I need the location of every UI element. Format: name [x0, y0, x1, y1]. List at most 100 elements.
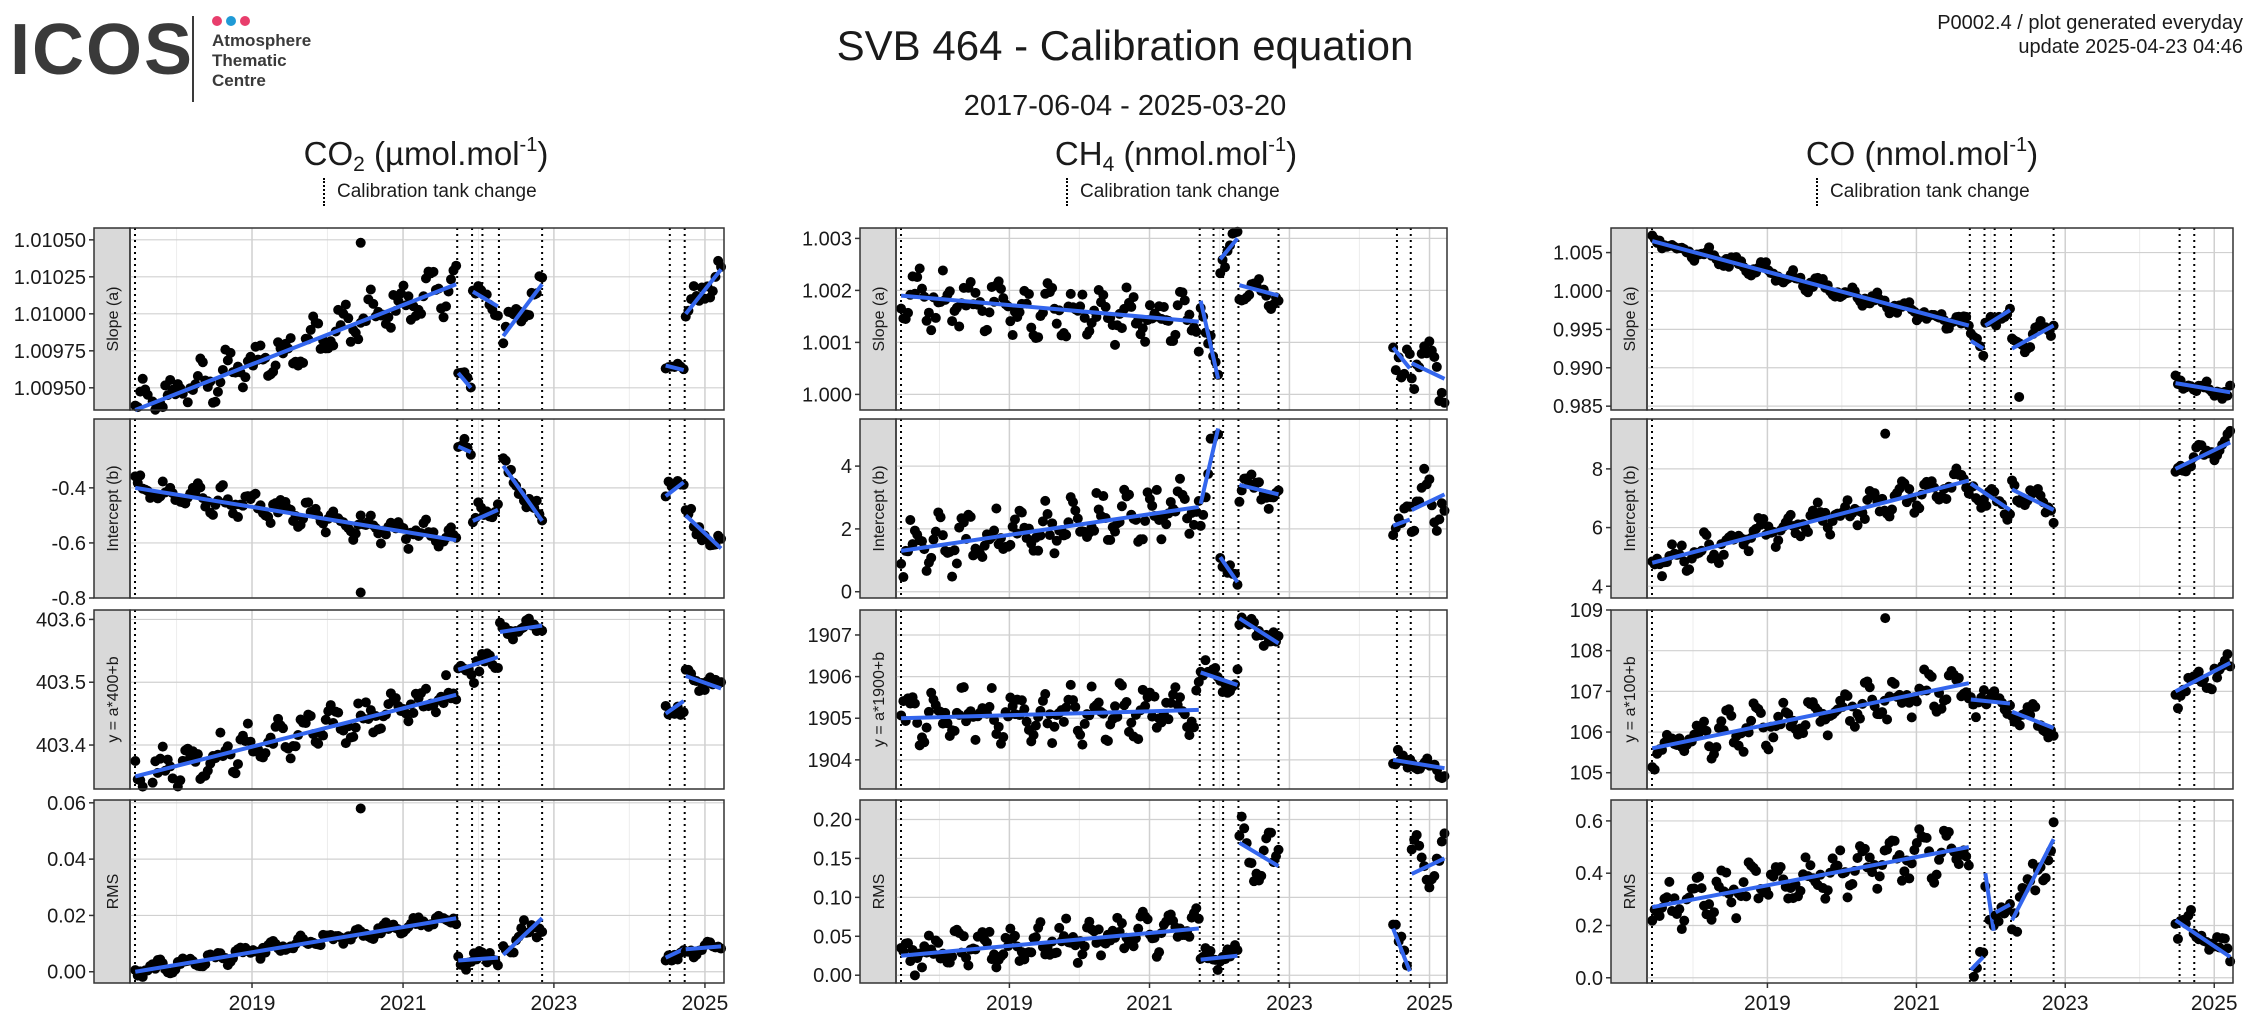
data-point: [1244, 289, 1255, 300]
data-point: [1000, 932, 1011, 943]
data-point: [1706, 914, 1717, 925]
data-point: [1822, 730, 1833, 741]
data-point: [1800, 852, 1811, 863]
data-point: [1812, 497, 1823, 508]
data-point: [1869, 488, 1880, 499]
y-tick-label: 1.003: [802, 228, 852, 250]
trend-line: [457, 655, 499, 672]
outlier-point: [1880, 613, 1891, 624]
y-tick-label: 107: [1570, 681, 1603, 703]
data-point: [305, 324, 316, 335]
data-point: [1978, 947, 1989, 958]
y-tick-label: 0.04: [47, 849, 86, 871]
icos-logo: ICOS: [10, 10, 195, 90]
data-point: [1172, 300, 1183, 311]
data-point: [1061, 913, 1072, 924]
data-point: [1195, 520, 1206, 531]
data-point: [1077, 949, 1088, 960]
trend-line: [1238, 283, 1280, 298]
data-point: [917, 536, 928, 547]
data-point: [1116, 323, 1127, 334]
data-point: [1906, 858, 1917, 869]
data-point: [1116, 680, 1127, 691]
data-point: [917, 283, 928, 294]
data-point: [537, 625, 548, 636]
data-point: [1713, 558, 1724, 569]
data-point: [507, 634, 518, 645]
data-point: [1701, 725, 1712, 736]
data-point: [1854, 713, 1865, 724]
data-point: [1096, 950, 1107, 961]
data-point: [993, 721, 1004, 732]
data-point: [137, 781, 148, 792]
data-point: [1075, 729, 1086, 740]
data-point: [355, 510, 366, 521]
data-point: [1439, 397, 1450, 408]
data-point: [1760, 257, 1771, 268]
data-point: [1026, 322, 1037, 333]
data-point: [303, 497, 314, 508]
panel-border: [895, 418, 1448, 599]
data-point: [921, 315, 932, 326]
trend-line: [2011, 709, 2055, 730]
data-point: [1009, 930, 1020, 941]
data-point: [1246, 858, 1257, 869]
data-point: [1077, 739, 1088, 750]
data-point: [217, 364, 228, 375]
data-point: [1236, 811, 1247, 822]
x-tick-label: 2021: [1893, 992, 1940, 1015]
data-point: [977, 551, 988, 562]
data-point: [1968, 971, 1979, 982]
data-point: [1200, 655, 1211, 666]
data-point: [1156, 534, 1167, 545]
group-title-co: CO (nmol.mol-1): [1805, 134, 2039, 172]
data-point: [1044, 530, 1055, 541]
data-point: [1005, 539, 1016, 550]
trend-line: [901, 707, 1199, 721]
data-point: [1061, 331, 1072, 342]
data-point: [1049, 721, 1060, 732]
data-point: [984, 307, 995, 318]
data-point: [350, 528, 361, 539]
data-point: [1738, 877, 1749, 888]
data-point: [255, 340, 266, 351]
data-point: [1033, 545, 1044, 556]
data-point: [1978, 685, 1989, 696]
data-point: [1721, 867, 1732, 878]
data-point: [380, 529, 391, 540]
facet-panel: Slope (a) 1.00950 1.00975 1.01000 1.01025 1.0…: [14, 227, 727, 415]
y-tick-label: 1907: [808, 625, 853, 647]
data-point: [1121, 697, 1132, 708]
data-point: [998, 949, 1009, 960]
data-point: [207, 509, 218, 520]
data-point: [498, 338, 509, 349]
data-point: [1102, 735, 1113, 746]
data-point: [398, 280, 409, 291]
data-point: [1133, 923, 1144, 934]
data-point: [1701, 529, 1712, 540]
logo-dot-icon: [226, 16, 236, 26]
data-point: [984, 926, 995, 937]
data-point: [1978, 350, 1989, 361]
data-point: [1788, 265, 1799, 276]
data-point: [368, 298, 379, 309]
data-point: [1239, 823, 1250, 834]
trend-line: [900, 926, 1199, 958]
data-point: [1689, 883, 1700, 894]
logo-divider: [192, 16, 194, 102]
data-point: [1436, 498, 1447, 509]
data-point: [1963, 860, 1974, 871]
data-point: [1763, 744, 1774, 755]
data-point: [1065, 288, 1076, 299]
data-point: [1040, 689, 1051, 700]
data-point: [1847, 879, 1858, 890]
data-point: [451, 919, 462, 930]
data-point: [917, 962, 928, 973]
data-point: [232, 759, 243, 770]
data-point: [1149, 691, 1160, 702]
data-point: [1105, 535, 1116, 546]
x-tick-label: 2019: [986, 992, 1033, 1015]
data-point: [1030, 720, 1041, 731]
y-tick-label: 1905: [808, 708, 853, 730]
data-point: [1711, 742, 1722, 753]
